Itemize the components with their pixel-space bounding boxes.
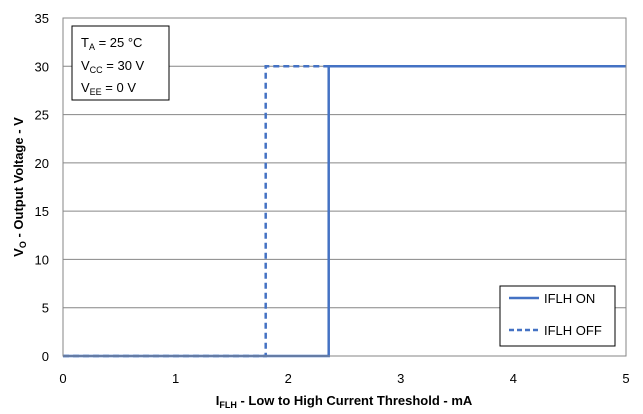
y-axis-title: VO - Output Voltage - V xyxy=(11,117,28,257)
condition-temperature-rest: = 25 °C xyxy=(95,35,142,50)
condition-vee-main: V xyxy=(81,80,90,95)
condition-vee-sub: EE xyxy=(90,87,102,97)
y-tick-label: 25 xyxy=(35,108,49,123)
condition-vcc-sub: CC xyxy=(90,65,103,75)
condition-vcc: VCC = 30 V xyxy=(81,58,145,75)
condition-vcc-rest: = 30 V xyxy=(103,58,145,73)
legend: IFLH ON IFLH OFF xyxy=(499,285,616,347)
condition-vee: VEE = 0 V xyxy=(81,80,136,97)
x-tick-label: 5 xyxy=(622,371,629,386)
x-tick-label: 0 xyxy=(59,371,66,386)
y-tick-label: 10 xyxy=(35,252,49,267)
y-tick-label: 5 xyxy=(42,301,49,316)
x-axis-title-main: I xyxy=(216,393,220,408)
y-tick-label: 20 xyxy=(35,156,49,171)
x-axis-title-sub: FLH xyxy=(219,400,237,410)
y-tick-label: 35 xyxy=(35,11,49,26)
condition-temperature-sub: A xyxy=(89,42,95,52)
condition-temperature-main: T xyxy=(81,35,89,50)
condition-temperature: TA = 25 °C xyxy=(81,35,142,52)
x-tick-label: 3 xyxy=(397,371,404,386)
x-tick-labels: 0 1 2 3 4 5 xyxy=(59,371,629,386)
y-axis-title-sub: O xyxy=(18,241,28,248)
x-axis-title-rest: - Low to High Current Threshold - mA xyxy=(237,393,473,408)
condition-vee-rest: = 0 V xyxy=(102,80,137,95)
conditions-box-frame xyxy=(71,25,170,101)
conditions-box: TA = 25 °C VCC = 30 V VEE = 0 V xyxy=(71,25,170,101)
legend-label-iflh-off: IFLH OFF xyxy=(544,323,602,338)
x-tick-label: 4 xyxy=(510,371,517,386)
y-tick-label: 15 xyxy=(35,204,49,219)
y-tick-labels: 0 5 10 15 20 25 30 35 xyxy=(35,11,49,364)
x-tick-label: 1 xyxy=(172,371,179,386)
y-tick-label: 30 xyxy=(35,59,49,74)
x-tick-label: 2 xyxy=(285,371,292,386)
legend-label-iflh-on: IFLH ON xyxy=(544,291,595,306)
y-axis-title-rest: - Output Voltage - V xyxy=(11,117,26,241)
y-axis-title-main: V xyxy=(11,248,26,257)
x-axis-title: IFLH - Low to High Current Threshold - m… xyxy=(216,393,473,410)
plot-area-border xyxy=(62,17,627,357)
legend-frame xyxy=(499,285,616,347)
condition-vcc-main: V xyxy=(81,58,90,73)
y-tick-label: 0 xyxy=(42,349,49,364)
